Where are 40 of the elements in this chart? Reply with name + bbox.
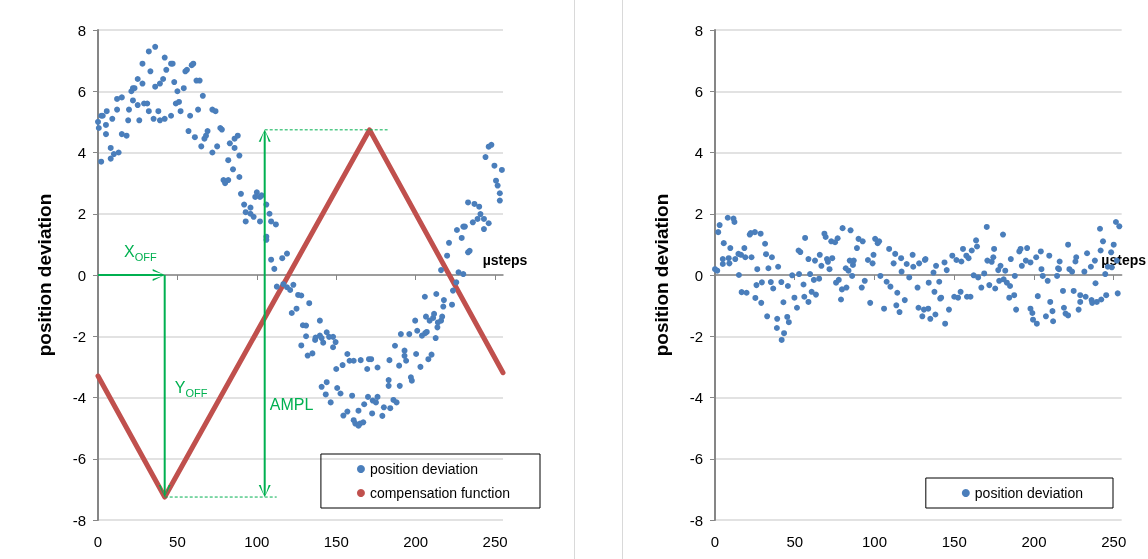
y-tick-label: -6: [72, 450, 86, 468]
x-tick-label: 200: [403, 533, 429, 550]
y-tick-label: -2: [72, 327, 86, 345]
x-tick-label: 0: [93, 533, 103, 550]
x-tick-label: 100: [244, 533, 270, 550]
x-axis-title: µsteps: [482, 252, 528, 268]
y-axis-title: position deviation: [34, 193, 55, 357]
legend-label: compensation function: [369, 485, 510, 501]
legend-label: position deviation: [369, 461, 479, 477]
x-tick-label: 100: [861, 533, 887, 550]
y-tick-label: 0: [77, 266, 86, 284]
x-tick-label: 250: [1101, 533, 1127, 550]
y-axis-title: position deviation: [651, 193, 672, 357]
y-tick-label: -2: [689, 327, 703, 345]
y-tick-label: -6: [689, 450, 703, 468]
y-tick-label: -4: [689, 389, 703, 406]
y-tick-label: -4: [72, 389, 86, 406]
y-tick-label: 2: [694, 205, 703, 223]
y-tick-label: -8: [689, 511, 703, 529]
y-tick-label: 8: [77, 21, 86, 39]
y-tick-label: 6: [694, 82, 703, 100]
annotation: AMPL: [269, 396, 314, 415]
x-tick-label: 250: [482, 533, 508, 550]
y-tick-label: 8: [694, 21, 703, 39]
x-tick-label: 50: [786, 533, 804, 550]
y-tick-label: -8: [72, 511, 86, 529]
x-tick-label: 0: [710, 533, 720, 550]
x-tick-label: 150: [941, 533, 967, 550]
y-tick-label: 2: [77, 205, 86, 223]
y-tick-label: 0: [694, 266, 703, 284]
annotation: X$_{OFF}$: [124, 242, 157, 264]
y-tick-label: 6: [77, 82, 86, 100]
x-tick-label: 50: [169, 533, 186, 550]
x-tick-label: 150: [323, 533, 349, 550]
legend-label: position deviation: [974, 485, 1083, 501]
y-tick-label: 4: [77, 144, 86, 161]
annotation: Y$_{OFF}$: [174, 379, 208, 400]
y-tick-label: 4: [694, 144, 703, 161]
x-tick-label: 200: [1021, 533, 1047, 550]
x-axis-title: µsteps: [1101, 252, 1147, 268]
